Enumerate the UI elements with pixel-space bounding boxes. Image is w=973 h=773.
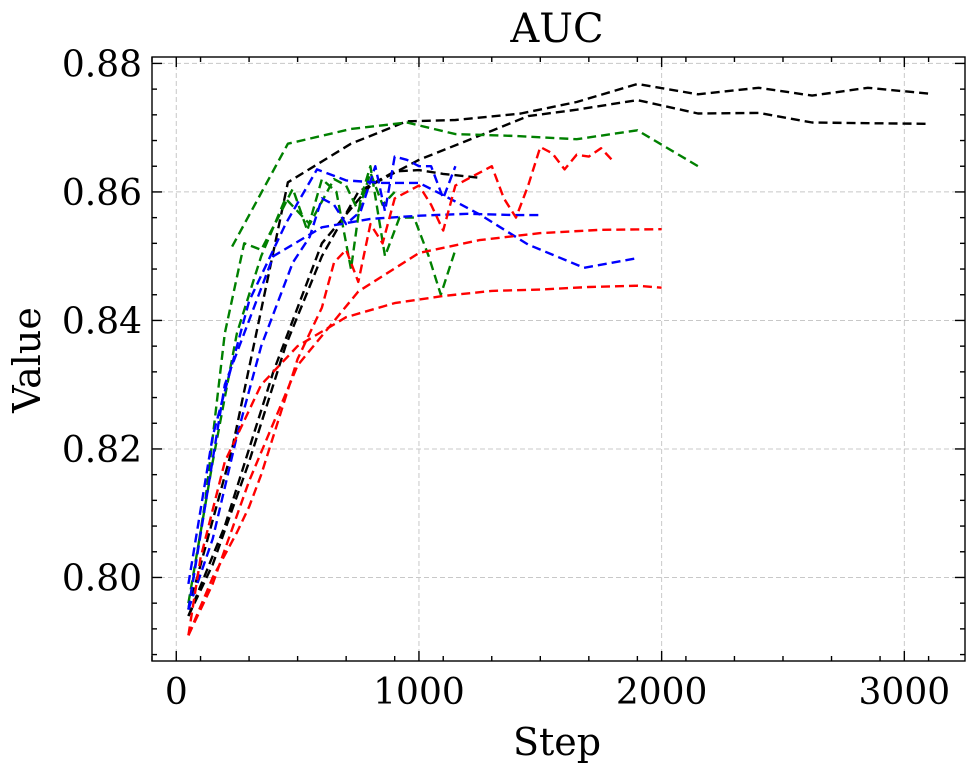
x-axis-label: Step [513, 720, 601, 764]
series-line-7 [187, 212, 541, 610]
series-line-1 [187, 82, 929, 610]
y-tick-label: 0.84 [62, 301, 142, 342]
y-tick-label: 0.82 [62, 430, 142, 471]
series-line-10 [187, 284, 662, 636]
x-tick-label: 0 [165, 672, 188, 713]
series-line-2 [187, 98, 929, 617]
x-tick-label: 1000 [373, 672, 465, 713]
series-line-8 [187, 168, 638, 585]
series-line-12 [187, 145, 614, 636]
x-tick-label: 2000 [616, 672, 708, 713]
grid [152, 57, 965, 661]
y-axis-label: Value [5, 307, 49, 414]
y-tick-label: 0.80 [62, 558, 142, 599]
series-line-9 [187, 155, 457, 610]
series-line-3 [187, 168, 480, 617]
series-line-5 [187, 164, 457, 610]
chart-title: AUC [509, 6, 603, 52]
y-tick-label: 0.86 [62, 173, 142, 214]
tick-labels: 0 1000 2000 3000 0.80 0.82 0.84 0.86 0.88 [62, 44, 950, 713]
series-line-6 [187, 171, 396, 604]
y-tick-label: 0.88 [62, 44, 142, 85]
series-line-4 [231, 121, 699, 248]
series-line-11 [187, 228, 662, 636]
x-tick-label: 3000 [859, 672, 951, 713]
series-layer [187, 82, 929, 636]
ticks [151, 57, 965, 661]
plot-frame [151, 56, 966, 662]
